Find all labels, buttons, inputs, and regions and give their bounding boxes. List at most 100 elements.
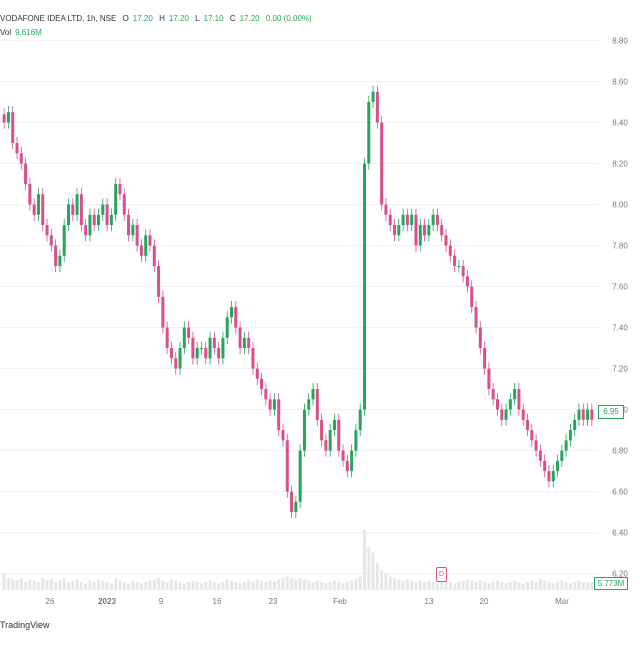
volume-bar [517,582,521,590]
candle-body [440,225,444,236]
volume-bar [212,582,216,590]
candle [221,331,225,365]
candle-body [272,399,276,410]
candle-body [268,399,272,410]
candle [320,413,324,447]
candle-body [281,430,285,441]
candle-body [427,225,431,236]
volume-bar [92,582,96,590]
candle [118,177,122,201]
candle-body [556,460,560,472]
candle-body [242,337,246,349]
candle-body [6,112,10,123]
volume-bar [495,580,499,590]
candle-layer [2,85,594,519]
candle [127,208,131,242]
candle-body [401,214,405,226]
candle [75,188,79,221]
candle-body [367,102,371,164]
candle [478,321,482,355]
candle [247,331,251,355]
candle [298,444,302,508]
candle-body [24,163,28,185]
candle-body [397,225,401,236]
volume-bar [547,582,551,590]
candle-body [131,225,135,236]
candle [534,434,538,457]
candle-body [470,286,474,308]
volume-bar [393,578,397,590]
tradingview-logo[interactable]: TradingView [0,620,50,630]
volume-bar [62,578,66,590]
candle-body [568,430,572,441]
candle-body [251,348,255,369]
candle [530,423,534,447]
candle-body [530,430,534,441]
candle [187,321,191,344]
candle [191,331,195,365]
candle-body [302,409,306,451]
candle-body [84,225,88,236]
candle [272,393,276,416]
candle-body [195,348,199,359]
candle-body [350,450,354,472]
volume-bar [581,582,585,590]
x-tick-label: 13 [425,597,434,606]
candle-body [337,419,341,451]
x-tick-label: 9 [159,597,164,606]
candle-body [586,409,590,420]
candle-body [341,450,345,461]
candle-body [444,235,448,246]
candle [71,198,75,221]
y-tick-label: 7.20 [612,365,628,374]
candle [341,444,345,467]
high-value: 17.20 [168,14,189,23]
candle [148,229,152,252]
volume-bar [264,582,268,590]
candle [354,423,358,457]
volume-bar [534,582,538,590]
candle-body [277,399,281,431]
candle-body [551,471,555,482]
candle [32,198,36,221]
candle [405,208,409,232]
candle [332,413,336,437]
candle-body [71,204,75,215]
candle-body [543,460,547,472]
candle-body [423,225,427,236]
volume-bar [568,583,572,590]
candle-body [534,440,538,451]
close-value: 17.20 [239,14,260,23]
volume-bar [238,583,242,590]
candle-body [161,296,165,328]
candle [483,341,487,375]
candle [2,108,6,129]
volume-bar [423,582,427,590]
volume-bar [204,582,208,590]
y-tick-label: 6.40 [612,529,628,538]
volume-bar [586,582,590,590]
candle [311,382,315,406]
candle-body [581,409,585,420]
candle [315,382,319,426]
candle-body [169,348,173,359]
volume-bar [36,582,40,590]
volume-bar [397,579,401,590]
volume-bar [221,582,225,590]
x-tick-label: 2023 [98,597,116,606]
volume-bar [178,582,182,590]
dividend-event-marker[interactable]: D [436,567,447,582]
volume-bar [169,579,173,590]
candle-body [573,419,577,431]
y-tick-label: 7.80 [612,242,628,251]
close-label: C [229,14,236,23]
candle-body [148,235,152,246]
x-tick-label: 26 [46,597,55,606]
candle [495,393,499,416]
x-tick-label: Feb [333,597,347,606]
y-tick-label: 8.00 [612,201,628,210]
candle-body [384,204,388,215]
candle-body [453,255,457,267]
